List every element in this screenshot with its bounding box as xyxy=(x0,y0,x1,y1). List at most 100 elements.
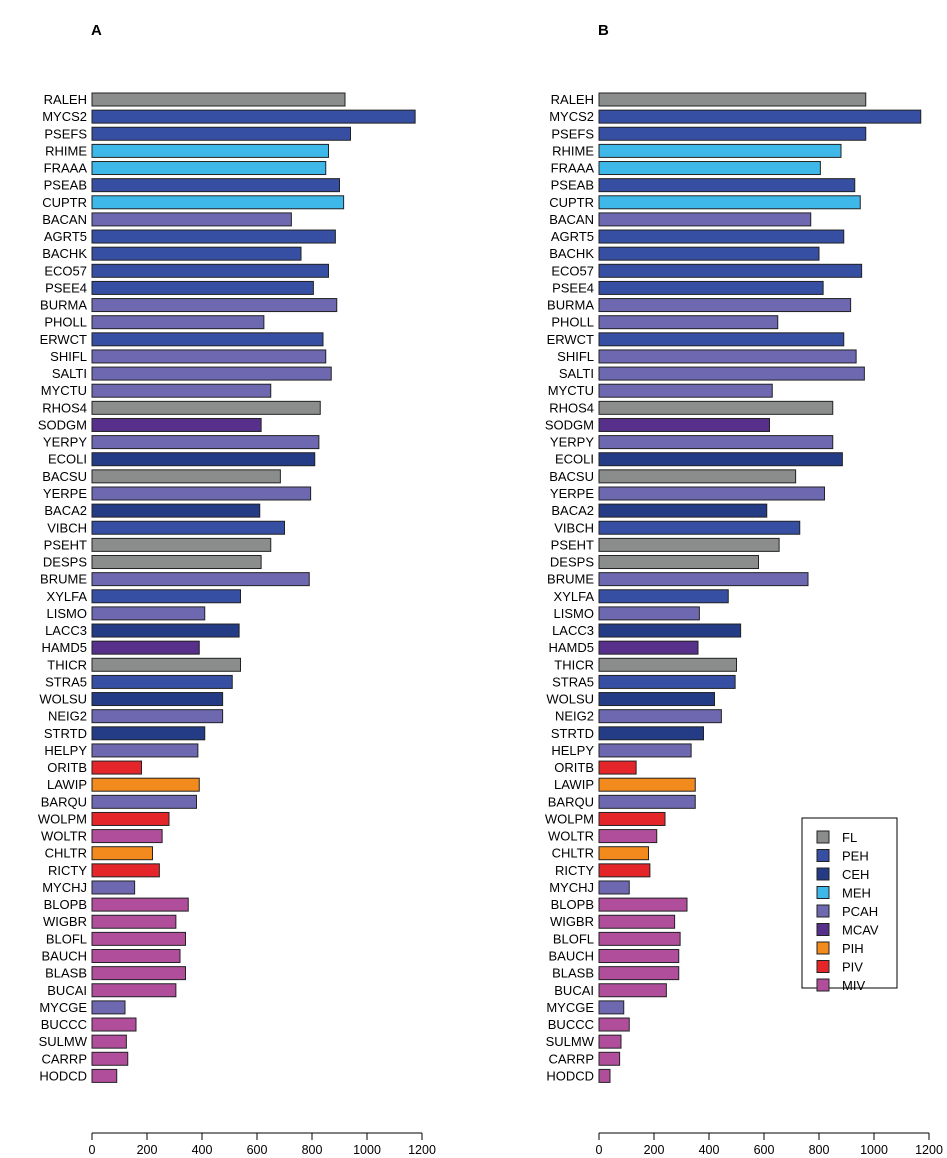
category-label: YERPE xyxy=(43,486,87,501)
category-label: BUCAI xyxy=(47,983,87,998)
category-label: BURMA xyxy=(547,298,594,313)
category-label: BACSU xyxy=(549,469,594,484)
x-tick-label: 600 xyxy=(247,1143,268,1157)
legend-swatch-pih xyxy=(816,941,830,955)
bar-hamd5 xyxy=(598,640,699,655)
bar-vibch xyxy=(598,520,801,535)
category-label: HAMD5 xyxy=(548,640,594,655)
bar-ecoli xyxy=(598,452,843,467)
category-label: RALEH xyxy=(551,92,594,107)
bar-agrt5 xyxy=(598,229,845,244)
category-label: NEIG2 xyxy=(48,709,87,724)
bar-lawip xyxy=(598,777,696,792)
category-label: WOLTR xyxy=(548,829,594,844)
category-label: MYCGE xyxy=(546,1000,594,1015)
legend-label-meh: MEH xyxy=(842,886,871,901)
bar-desps xyxy=(91,555,262,570)
bar-hodcd xyxy=(91,1068,118,1083)
category-label: LACC3 xyxy=(45,623,87,638)
category-label: FRAAA xyxy=(44,161,88,176)
bar-lacc3 xyxy=(598,623,742,638)
category-label: CARRP xyxy=(41,1051,87,1066)
category-label: MYCS2 xyxy=(42,109,87,124)
bar-strtd xyxy=(598,726,704,741)
x-tick-label: 200 xyxy=(644,1143,665,1157)
bar-shifl xyxy=(91,349,327,364)
category-label: LISMO xyxy=(47,606,87,621)
category-label: STRTD xyxy=(44,726,87,741)
category-label: BACAN xyxy=(42,212,87,227)
category-label: THICR xyxy=(554,657,594,672)
bar-desps xyxy=(598,555,759,570)
category-label: RHOS4 xyxy=(42,400,87,415)
legend-swatch-meh xyxy=(816,886,830,899)
bar-pseab xyxy=(598,178,856,193)
category-label: HELPY xyxy=(551,743,594,758)
bar-bachk xyxy=(598,246,820,261)
legend-label-peh: PEH xyxy=(842,849,869,864)
bar-wolpm xyxy=(91,811,170,826)
legend-label-piv: PIV xyxy=(842,960,863,975)
bar-yerpe xyxy=(598,486,825,501)
category-label: BLOFL xyxy=(46,931,87,946)
x-tick-label: 800 xyxy=(809,1143,830,1157)
category-label: PSEHT xyxy=(551,537,594,552)
bar-rhime xyxy=(91,143,329,158)
category-label: MYCHJ xyxy=(42,880,87,895)
bar-bucai xyxy=(91,983,177,998)
bar-blofl xyxy=(598,931,681,946)
category-label: BLOFL xyxy=(553,931,594,946)
legend-label-fl: FL xyxy=(842,830,857,845)
panel-label-b: B xyxy=(598,22,609,39)
category-label: ECO57 xyxy=(551,263,594,278)
category-label: MYCS2 xyxy=(549,109,594,124)
category-label: THICR xyxy=(47,657,87,672)
category-label: ECOLI xyxy=(555,452,594,467)
bar-mycs2 xyxy=(91,109,416,124)
x-tick-label: 1000 xyxy=(353,1143,381,1157)
category-label: WOLPM xyxy=(38,811,87,826)
x-tick-label: 0 xyxy=(89,1143,96,1157)
bar-lismo xyxy=(91,606,206,621)
bar-fraaa xyxy=(91,161,327,176)
category-label: SULMW xyxy=(39,1034,88,1049)
bar-psefs xyxy=(91,126,351,141)
category-label: BLASB xyxy=(552,966,594,981)
bar-mycge xyxy=(598,1000,625,1015)
category-label: RHOS4 xyxy=(549,400,594,415)
category-label: PHOLL xyxy=(551,315,594,330)
category-label: CHLTR xyxy=(45,846,87,861)
bar-cuptr xyxy=(598,195,861,210)
bar-lismo xyxy=(598,606,700,621)
category-label: BRUME xyxy=(547,572,594,587)
category-label: PSEE4 xyxy=(552,280,594,295)
category-label: BAUCH xyxy=(548,949,594,964)
category-label: WOLTR xyxy=(41,829,87,844)
category-label: VIBCH xyxy=(554,520,594,535)
category-label: BACHK xyxy=(549,246,594,261)
category-label: BURMA xyxy=(40,298,87,313)
category-label: MYCHJ xyxy=(549,880,594,895)
bar-shifl xyxy=(598,349,857,364)
bar-burma xyxy=(598,298,852,313)
bar-strtd xyxy=(91,726,206,741)
x-tick-label: 200 xyxy=(137,1143,158,1157)
x-tick-label: 1200 xyxy=(915,1143,943,1157)
bar-stra5 xyxy=(598,674,736,689)
category-label: BACSU xyxy=(42,469,87,484)
category-label: SODGM xyxy=(545,417,594,432)
category-label: WOLPM xyxy=(545,811,594,826)
bar-sodgm xyxy=(598,417,770,432)
bar-wolsu xyxy=(91,692,224,707)
bar-helpy xyxy=(91,743,199,758)
bar-mychj xyxy=(91,880,136,895)
bar-woltr xyxy=(91,829,163,844)
category-label: PSEAB xyxy=(551,178,594,193)
bar-carrp xyxy=(91,1051,129,1066)
category-label: BUCCC xyxy=(548,1017,594,1032)
bar-carrp xyxy=(598,1051,621,1066)
x-tick-label: 1000 xyxy=(860,1143,888,1157)
bar-bauch xyxy=(91,949,181,963)
category-label: RICTY xyxy=(555,863,594,878)
legend-label-pcah: PCAH xyxy=(842,904,878,919)
